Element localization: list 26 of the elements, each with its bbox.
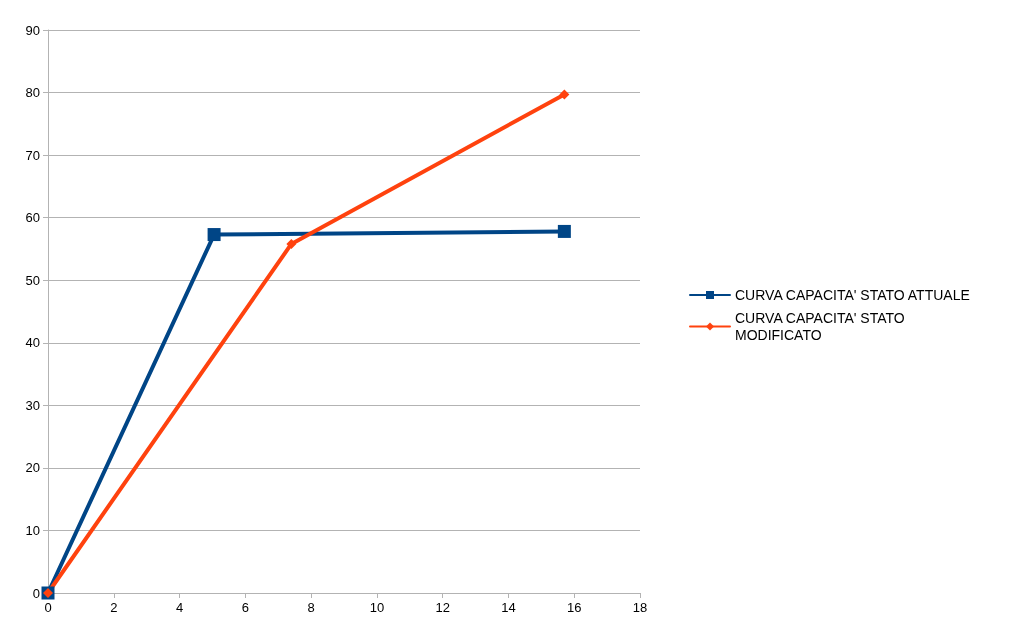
y-tick-label: 50 (25, 272, 40, 288)
y-tick-label: 90 (25, 22, 40, 38)
x-tick-label: 12 (435, 600, 450, 615)
x-tick-label: 18 (632, 600, 648, 615)
point (559, 89, 570, 100)
y-tick-label: 40 (25, 335, 40, 351)
x-tick-label: 4 (175, 600, 184, 615)
x-tick-label: 8 (307, 600, 315, 615)
y-tick-label: 70 (25, 147, 40, 163)
y-tick-label: 60 (25, 210, 40, 226)
x-tick-label: 0 (44, 600, 52, 615)
point (207, 228, 221, 242)
y-tick-label: 20 (25, 460, 40, 476)
x-tick-label: 2 (110, 600, 118, 615)
y-tick-label: 80 (25, 85, 40, 101)
legend-label: CURVA CAPACITA' STATO MODIFICATO (735, 310, 909, 343)
point (557, 224, 571, 238)
x-tick-label: 14 (501, 600, 516, 615)
y-tick-label: 30 (25, 397, 40, 413)
point (286, 238, 297, 249)
x-tick-label: 10 (369, 600, 385, 615)
y-tick-label: 0 (32, 585, 40, 601)
x-tick-label: 6 (241, 600, 249, 615)
legend-label: CURVA CAPACITA' STATO ATTUALE (735, 287, 970, 303)
x-tick-label: 16 (566, 600, 582, 615)
y-tick-label: 10 (25, 522, 40, 538)
